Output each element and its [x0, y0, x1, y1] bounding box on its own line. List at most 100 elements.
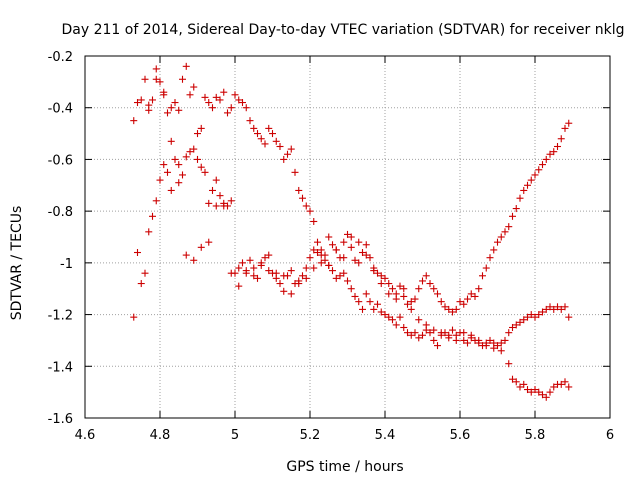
- data-point-series-2: [550, 305, 558, 313]
- data-point-series-2: [389, 316, 396, 324]
- data-point-series-2: [145, 228, 153, 236]
- data-point-series-3: [160, 88, 168, 96]
- data-point-series-1: [419, 277, 426, 285]
- data-point-series-1: [269, 130, 276, 138]
- data-point-series-3: [452, 336, 460, 344]
- data-point-series-1: [355, 259, 363, 267]
- data-point-series-3: [445, 331, 453, 339]
- data-point-series-1: [216, 96, 224, 104]
- data-point-series-1: [306, 207, 314, 215]
- data-point-series-3: [524, 386, 531, 394]
- data-point-series-3: [531, 386, 539, 394]
- data-point-series-3: [190, 256, 198, 264]
- x-tick-label: 5.8: [525, 428, 546, 443]
- data-point-series-2: [351, 292, 359, 300]
- data-point-series-2: [460, 336, 468, 344]
- data-point-series-1: [242, 104, 250, 112]
- data-point-series-1: [250, 124, 258, 132]
- data-point-series-2: [179, 171, 186, 179]
- data-point-series-1: [535, 166, 543, 174]
- data-point-series-2: [411, 329, 419, 337]
- data-point-series-2: [370, 305, 378, 313]
- data-point-series-2: [434, 342, 441, 350]
- data-point-series-2: [400, 324, 408, 331]
- data-point-series-1: [265, 124, 273, 132]
- data-point-series-1: [325, 233, 333, 241]
- data-points: [130, 62, 573, 401]
- data-point-series-3: [182, 251, 190, 259]
- data-point-series-3: [482, 342, 490, 350]
- data-point-series-2: [426, 329, 434, 337]
- data-point-series-2: [535, 311, 543, 319]
- data-point-series-1: [411, 295, 419, 303]
- data-point-series-1: [186, 91, 194, 99]
- y-tick-label: -1: [60, 257, 73, 272]
- data-point-series-1: [460, 300, 468, 308]
- data-point-series-2: [190, 145, 198, 153]
- plot-frame: [84, 55, 611, 419]
- data-point-series-3: [467, 331, 475, 339]
- data-point-series-1: [280, 155, 288, 163]
- data-point-series-3: [542, 393, 550, 401]
- data-point-series-1: [381, 274, 389, 282]
- data-point-series-2: [130, 313, 138, 321]
- data-point-series-1: [486, 254, 494, 262]
- data-point-series-2: [505, 329, 513, 337]
- data-point-series-1: [310, 217, 318, 225]
- data-point-series-3: [197, 243, 205, 251]
- data-point-series-2: [332, 274, 340, 282]
- data-point-series-1: [456, 298, 464, 306]
- data-point-series-1: [449, 308, 456, 316]
- data-point-series-1: [430, 285, 438, 293]
- data-point-series-3: [516, 383, 524, 391]
- data-point-series-1: [527, 176, 535, 184]
- data-point-series-1: [246, 117, 254, 125]
- data-point-series-2: [164, 168, 171, 176]
- data-point-series-3: [332, 246, 340, 254]
- data-point-series-2: [340, 269, 348, 277]
- data-point-series-2: [167, 186, 175, 194]
- data-point-series-2: [355, 298, 363, 306]
- data-point-series-1: [374, 269, 381, 277]
- data-point-series-1: [314, 238, 321, 246]
- data-point-series-2: [509, 324, 516, 331]
- data-point-series-1: [434, 290, 441, 298]
- x-tick-label: 5: [231, 428, 239, 443]
- data-point-series-3: [310, 264, 318, 272]
- data-point-series-1: [385, 280, 393, 288]
- x-tick-label: 4.6: [75, 428, 96, 443]
- data-point-series-1: [501, 228, 509, 236]
- data-point-series-1: [437, 298, 445, 306]
- data-point-series-2: [374, 300, 381, 308]
- data-point-series-1: [471, 292, 479, 300]
- data-point-series-1: [261, 140, 269, 148]
- data-point-series-2: [527, 311, 535, 319]
- data-point-series-2: [299, 272, 306, 280]
- data-point-series-1: [407, 298, 415, 306]
- data-point-series-3: [257, 261, 265, 269]
- data-point-series-2: [141, 269, 149, 277]
- data-point-series-3: [422, 321, 430, 329]
- data-point-series-3: [505, 360, 513, 368]
- data-point-series-3: [509, 375, 516, 383]
- data-point-series-1: [524, 181, 531, 189]
- data-point-series-1: [445, 305, 453, 313]
- y-tick-label: -0.6: [48, 153, 73, 168]
- data-point-series-3: [490, 339, 498, 347]
- data-point-series-3: [295, 280, 303, 288]
- data-point-series-1: [366, 254, 374, 262]
- data-point-series-1: [340, 238, 348, 246]
- data-point-series-1: [441, 303, 449, 311]
- data-point-series-3: [512, 378, 520, 386]
- data-point-series-1: [362, 241, 370, 249]
- data-point-series-2: [216, 192, 224, 200]
- y-tick-label: -0.8: [48, 205, 73, 220]
- data-point-series-3: [539, 391, 546, 399]
- data-point-series-1: [351, 256, 359, 264]
- data-point-series-2: [224, 202, 231, 210]
- data-point-series-2: [497, 339, 505, 347]
- data-point-series-2: [186, 148, 194, 156]
- data-point-series-1: [561, 124, 569, 132]
- data-point-series-1: [231, 91, 239, 99]
- y-tick-label: -1.2: [48, 309, 73, 324]
